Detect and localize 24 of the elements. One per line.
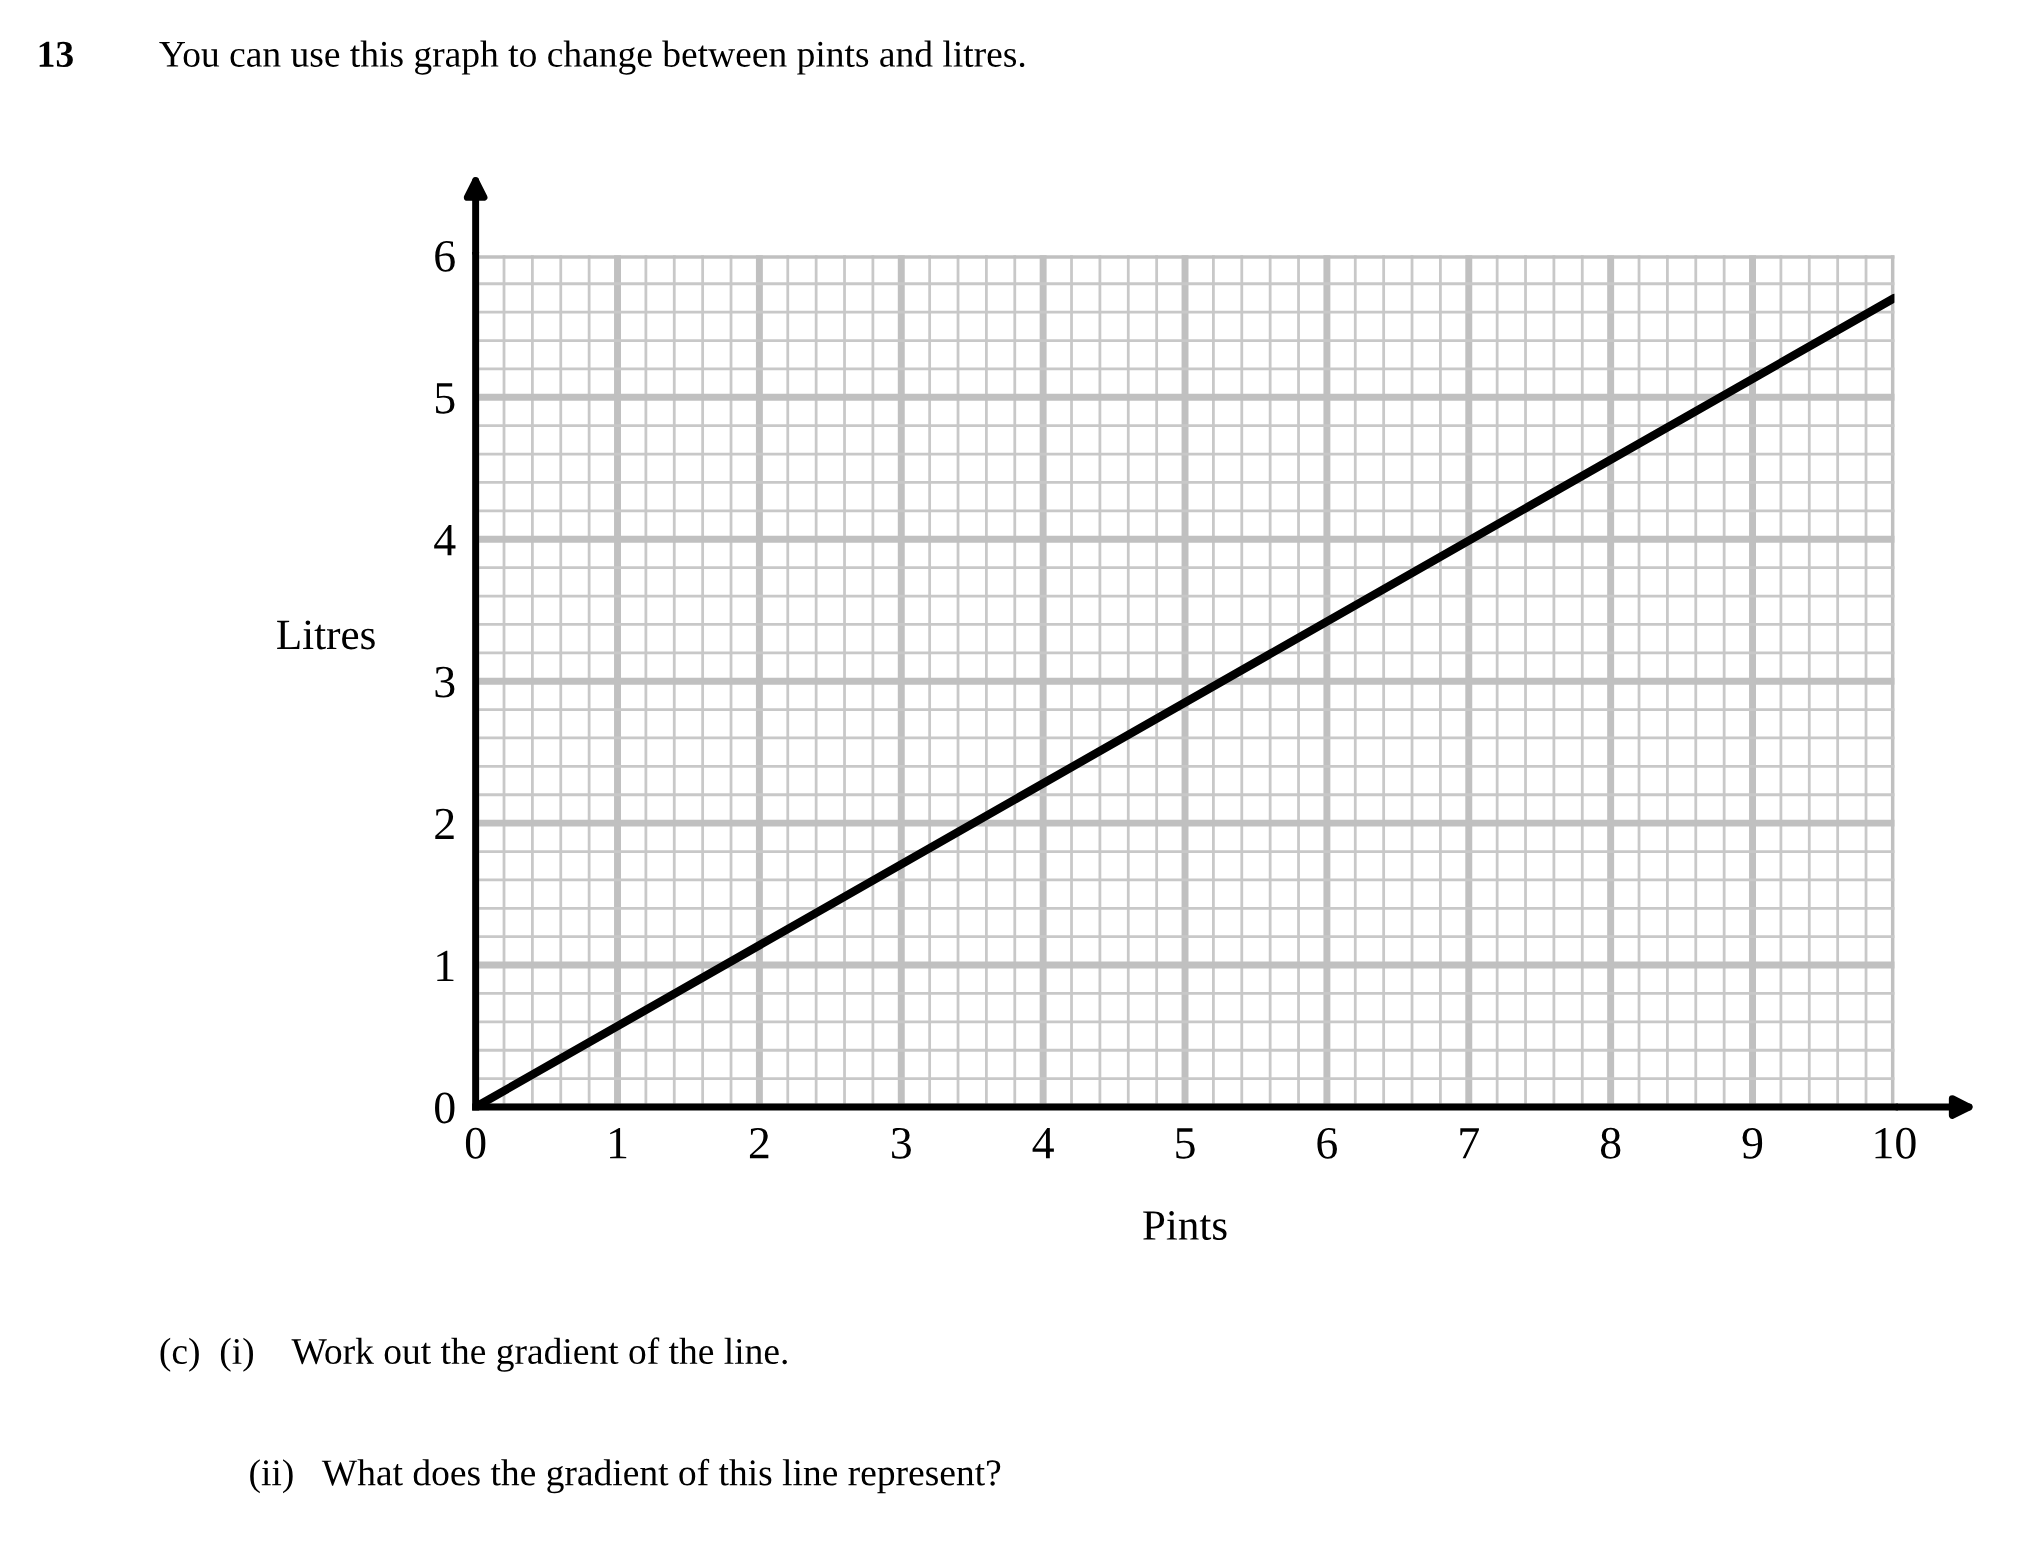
y-tick-label: 5 <box>435 383 455 414</box>
x-tick-label: 10 <box>1875 1127 1916 1159</box>
x-tick-label: 4 <box>1032 1128 1054 1159</box>
x-tick-label: 3 <box>892 1127 911 1159</box>
x-tick-label: 5 <box>1176 1128 1195 1159</box>
x-tick-label: 7 <box>1460 1128 1479 1159</box>
x-tick-label: 2 <box>749 1127 769 1159</box>
text: 13 <box>39 41 73 67</box>
y-tick-label: 6 <box>435 240 455 272</box>
text: (c) (i) Work out the gradient of the line. <box>160 1337 787 1372</box>
x-tick-label: 8 <box>1600 1127 1621 1159</box>
text: (ii) What does the gradient of this line represent? <box>250 1458 1001 1494</box>
y-tick-label: 0 <box>435 1092 455 1124</box>
x-tick-label: 9 <box>1742 1127 1763 1159</box>
x-tick-label: 1 <box>610 1128 627 1159</box>
x-tick-label: 0 <box>465 1127 486 1159</box>
y-axis-title: Litres <box>277 620 375 650</box>
y-tick-label: 2 <box>435 808 454 840</box>
y-tick-label: 3 <box>435 666 455 698</box>
y-tick-label: 1 <box>437 950 454 981</box>
x-axis-title: Pints <box>1143 1211 1227 1240</box>
chart-subtitle: You can use this graph to change between pints and litres. <box>159 40 1025 75</box>
y-tick-label: 4 <box>434 524 456 556</box>
x-tick-label: 6 <box>1317 1127 1337 1159</box>
